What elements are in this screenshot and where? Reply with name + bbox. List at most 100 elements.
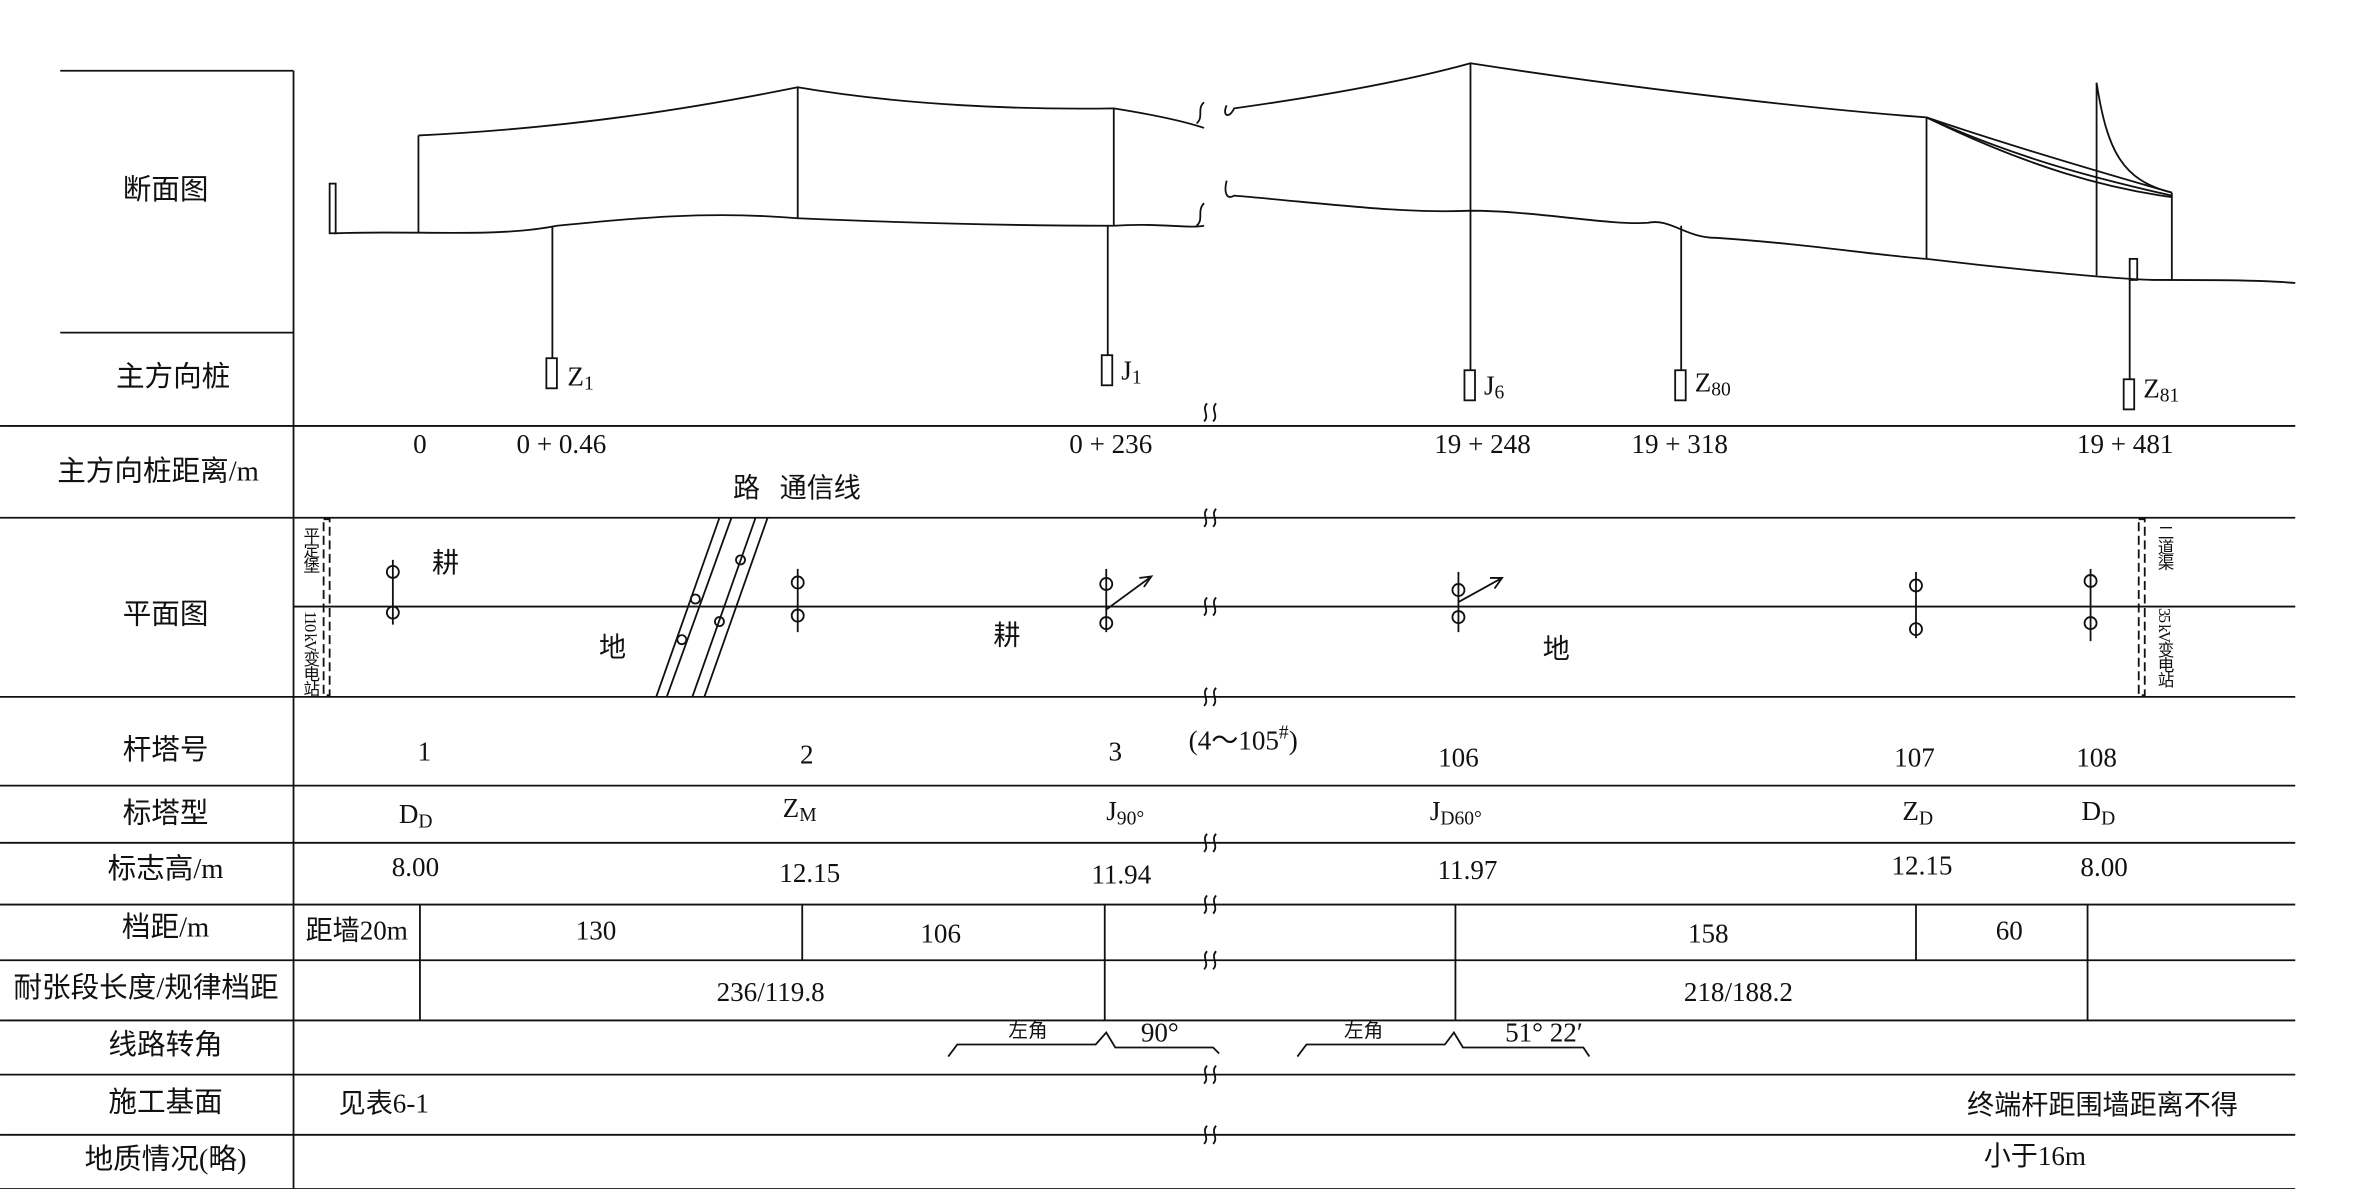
piles-rect — [1463, 369, 1476, 402]
label: 地 — [599, 632, 626, 662]
grid — [0, 69, 2296, 1189]
break-marks-path — [1203, 687, 1217, 707]
label: 主方向桩 — [116, 361, 230, 393]
label: 地 — [1543, 634, 1570, 664]
label: 35 kV变电站 — [2155, 608, 2174, 688]
profile-rect — [2128, 257, 2139, 281]
label: 19 + 318 — [1631, 429, 1728, 459]
label: 11.97 — [1438, 855, 1498, 885]
spans: 距墙20m 130 106 158 60 236/119.8 218/188.2 — [306, 915, 2023, 1007]
plan-line — [655, 517, 721, 698]
label: 158 — [1688, 918, 1729, 948]
label: Z — [1902, 796, 1919, 826]
label: 6 — [1495, 383, 1505, 404]
label: 断面图 — [123, 174, 209, 206]
profile-path — [1926, 116, 2172, 199]
tower-types: DD ZM J90° JD60° ZD DD — [399, 793, 2115, 832]
tower-types-text: ZM — [783, 793, 817, 826]
profile-path — [1195, 101, 1205, 125]
label: 3 — [1109, 736, 1123, 766]
label: 耐张段长度/规律档距 — [13, 972, 278, 1004]
label: 90° — [1117, 809, 1144, 830]
profile-path — [1224, 62, 1927, 119]
tower-types-text: DD — [399, 799, 433, 832]
profile-path — [2095, 82, 2173, 194]
label: 107 — [1894, 742, 1935, 772]
label: 杆塔号 — [123, 734, 209, 766]
plan-path — [1105, 575, 1154, 611]
label: 终端杆距围墙距离不得 — [1967, 1090, 2238, 1120]
label: D — [2101, 809, 2115, 830]
label: 12.15 — [1892, 851, 1953, 881]
label: Z — [783, 793, 800, 823]
tower-types-text: DD — [2082, 796, 2116, 829]
profile-path — [418, 86, 1205, 137]
label: 0 + 0.46 — [517, 429, 607, 459]
label: 左角 — [1344, 1020, 1383, 1042]
label: 平面图 — [123, 600, 209, 631]
label: 106 — [920, 918, 961, 948]
label: 1 — [418, 736, 432, 766]
break-marks — [1203, 402, 1217, 1145]
break-marks-path — [1203, 1064, 1217, 1085]
tower-types-text: JD60° — [1430, 796, 1482, 829]
plan-path — [1458, 577, 1504, 603]
label: 80 — [1711, 380, 1731, 401]
plan-circle — [714, 616, 725, 628]
notes: 见表6-1 终端杆距围墙距离不得 小于16m — [339, 1088, 2238, 1171]
label: 左角 — [1008, 1020, 1047, 1042]
label: 110 kV变电站 — [301, 611, 320, 697]
piles-text: Z81 — [2143, 374, 2179, 407]
label: 60 — [1996, 915, 2023, 945]
label: 耕 — [993, 620, 1020, 650]
piles: Z1 J1 J6 Z80 Z81 — [545, 354, 2179, 411]
piles-rect — [545, 357, 558, 390]
label: D — [399, 799, 419, 829]
label: Z — [567, 361, 584, 391]
label: 标志高/m — [108, 853, 224, 885]
plan-rect — [322, 518, 331, 697]
label: 距墙20m — [306, 915, 408, 945]
label: ) — [1289, 726, 1298, 756]
label: 1 — [584, 374, 594, 395]
label: 档距/m — [122, 912, 209, 944]
label: J — [1430, 796, 1441, 826]
plan-circle — [735, 554, 746, 566]
piles-text: Z80 — [1695, 368, 1731, 401]
label: 0 + 236 — [1069, 429, 1152, 459]
label: J — [1106, 796, 1117, 826]
break-marks-path — [1203, 596, 1217, 617]
label: 地质情况(略) — [85, 1143, 247, 1175]
profile-rect — [328, 182, 337, 235]
label: 标塔型 — [123, 797, 209, 829]
label: 81 — [2160, 386, 2180, 407]
label: 主方向桩距离/m — [57, 456, 259, 488]
break-marks-path — [1203, 508, 1217, 528]
label: 2 — [800, 739, 814, 769]
label: 106 — [1438, 742, 1479, 772]
label: 218/188.2 — [1684, 977, 1793, 1007]
label: J — [1121, 355, 1132, 385]
piles-text: J6 — [1484, 371, 1505, 404]
label: 19 + 248 — [1434, 429, 1531, 459]
label: 236/119.8 — [717, 977, 825, 1007]
label: (4～105 — [1189, 726, 1279, 756]
row-labels: 断面图 主方向桩 主方向桩距离/m 平面图 杆塔号 标塔型 标志高/m 档距/m… — [13, 174, 278, 1175]
label: Z — [2143, 374, 2160, 404]
label: 见表6-1 — [339, 1088, 429, 1118]
label: D60° — [1440, 809, 1481, 830]
label: Z — [1695, 368, 1712, 398]
label: 51° 22′ — [1505, 1018, 1583, 1048]
piles-text: Z1 — [567, 361, 593, 394]
angles-path — [1296, 1030, 1591, 1058]
piles-rect — [2122, 378, 2136, 411]
label: 施工基面 — [108, 1086, 222, 1118]
label: 130 — [576, 915, 617, 945]
label: 0 — [413, 429, 427, 459]
break-marks-path — [1203, 1125, 1217, 1145]
label: 12.15 — [779, 858, 840, 888]
plan-circle — [676, 634, 688, 646]
angles: 左角 90° 左角 51° 22′ — [947, 1018, 1591, 1058]
label: 8.00 — [392, 852, 439, 882]
